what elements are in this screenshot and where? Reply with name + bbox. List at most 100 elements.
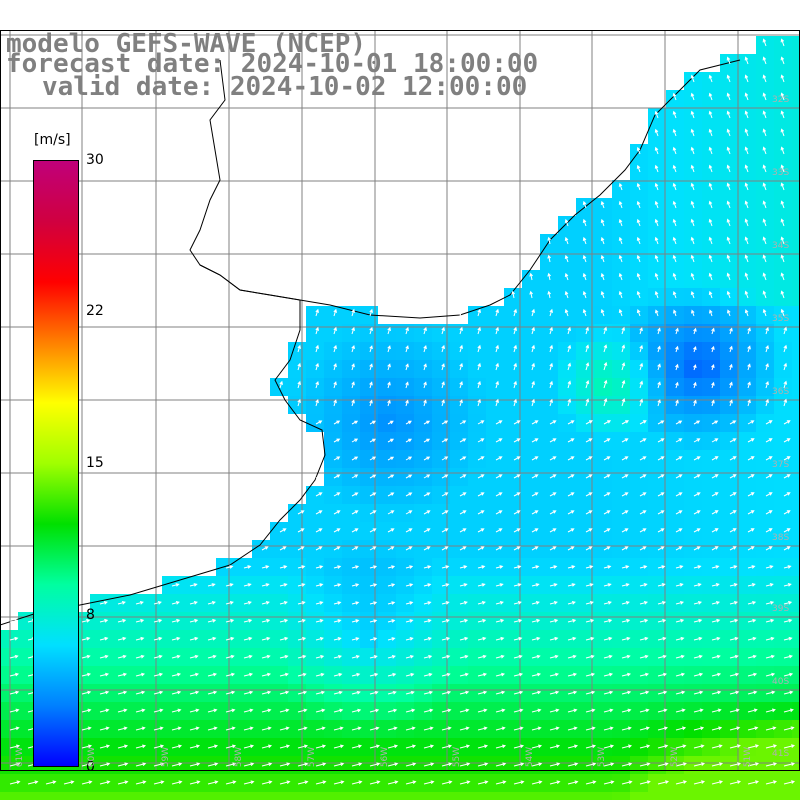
wind-cell: [558, 666, 576, 684]
wind-cell: [432, 540, 450, 558]
wind-cell: [720, 450, 738, 468]
wind-cell: [774, 252, 792, 270]
wind-arrow: [261, 744, 273, 749]
wind-arrow: [603, 780, 615, 785]
wind-cell: [738, 414, 756, 432]
wind-cell: [432, 450, 450, 468]
wind-cell: [648, 576, 666, 594]
wind-cell: [432, 522, 450, 540]
wind-cell: [756, 126, 774, 144]
wind-arrow: [765, 672, 776, 677]
wind-arrow: [441, 565, 450, 569]
wind-cell: [756, 216, 774, 234]
wind-cell: [558, 558, 576, 576]
wind-cell: [522, 630, 540, 648]
wind-cell: [576, 306, 594, 324]
wind-arrow: [657, 528, 665, 533]
wind-arrow: [351, 456, 359, 461]
wind-cell: [162, 648, 180, 666]
wind-arrow: [711, 690, 722, 695]
wind-cell: [270, 648, 288, 666]
wind-cell: [378, 702, 396, 720]
wind-arrow: [351, 308, 355, 317]
wind-arrow: [783, 380, 788, 389]
wind-arrow: [369, 528, 377, 533]
wind-arrow: [657, 438, 665, 443]
wind-cell: [504, 594, 522, 612]
wind-cell: [684, 576, 702, 594]
wind-cell: [612, 540, 630, 558]
wind-arrow: [657, 456, 665, 461]
wind-arrow: [567, 618, 577, 623]
wind-cell: [324, 540, 342, 558]
wind-cell: [342, 378, 360, 396]
wind-cell: [684, 126, 702, 144]
wind-arrow: [639, 327, 643, 335]
wind-cell: [594, 216, 612, 234]
wind-cell: [378, 576, 396, 594]
wind-cell: [666, 774, 684, 792]
wind-arrow: [693, 618, 703, 623]
wind-arrow: [567, 708, 578, 713]
wind-arrow: [639, 583, 648, 587]
wind-cell: [648, 252, 666, 270]
lon-label: 56W: [380, 746, 391, 768]
wind-cell: [90, 774, 108, 792]
wind-arrow: [423, 456, 431, 461]
wind-arrow: [423, 420, 431, 425]
wind-arrow: [547, 236, 551, 245]
lat-label: 32S: [772, 95, 790, 105]
wind-cell: [540, 504, 558, 522]
wind-cell: [738, 594, 756, 612]
wind-arrow: [171, 636, 181, 641]
wind-cell: [450, 738, 468, 756]
wind-cell: [396, 378, 414, 396]
wind-cell: [198, 684, 216, 702]
wind-arrow: [549, 565, 558, 569]
wind-cell: [738, 468, 756, 486]
wind-cell: [666, 126, 684, 144]
wind-arrow: [783, 492, 791, 497]
wind-cell: [234, 756, 252, 774]
wind-arrow: [783, 456, 791, 461]
lon-label: 58W: [234, 746, 245, 768]
wind-cell: [666, 288, 684, 306]
wind-arrow: [369, 546, 377, 551]
wind-cell: [360, 774, 378, 792]
wind-cell: [720, 414, 738, 432]
wind-cell: [576, 450, 594, 468]
wind-arrow: [654, 128, 659, 137]
wind-cell: [126, 738, 144, 756]
wind-cell: [486, 414, 504, 432]
wind-arrow: [762, 110, 767, 119]
wind-cell: [612, 342, 630, 360]
wind-arrow: [765, 636, 775, 641]
wind-cell: [126, 648, 144, 666]
wind-cell: [216, 792, 234, 800]
wind-cell: [774, 684, 792, 702]
wind-arrow: [729, 510, 737, 515]
wind-cell: [702, 576, 720, 594]
wind-cell: [576, 342, 594, 360]
wind-cell: [774, 324, 792, 342]
wind-cell: [576, 396, 594, 414]
wind-arrow: [549, 601, 558, 605]
wind-cell: [432, 378, 450, 396]
wind-arrow: [639, 601, 649, 605]
wind-arrow: [726, 254, 731, 263]
wind-cell: [666, 594, 684, 612]
wind-arrow: [603, 762, 615, 767]
wind-cell: [720, 108, 738, 126]
wind-arrow: [603, 546, 611, 551]
wind-cell: [324, 756, 342, 774]
wind-cell: [486, 792, 504, 800]
wind-cell: [378, 558, 396, 576]
wind-arrow: [547, 290, 551, 299]
wind-arrow: [636, 182, 641, 191]
wind-arrow: [243, 601, 252, 605]
wind-cell: [684, 378, 702, 396]
wind-cell: [792, 576, 800, 594]
wind-arrow: [405, 528, 413, 533]
wind-arrow: [657, 327, 661, 335]
wind-cell: [756, 144, 774, 162]
